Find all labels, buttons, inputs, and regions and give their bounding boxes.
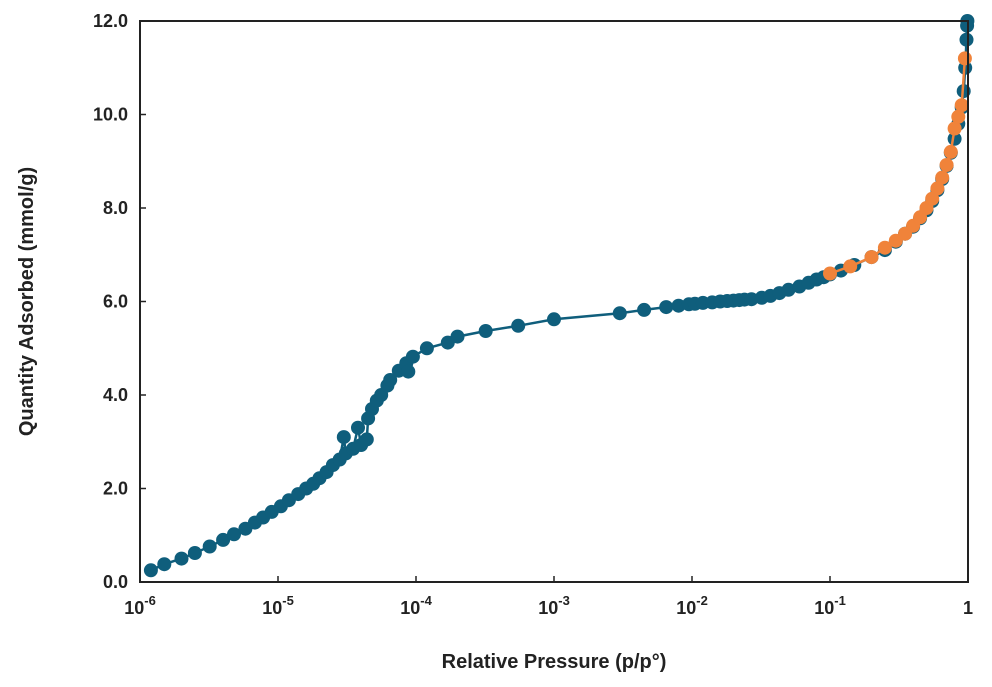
series-1-point bbox=[781, 282, 796, 297]
series-1-line bbox=[150, 20, 969, 572]
x-tick-base: 10 bbox=[814, 598, 834, 618]
series-1-point bbox=[511, 318, 526, 333]
y-axis-title: Quantity Adsorbed (mmol/g) bbox=[16, 167, 38, 436]
x-tick-exponent: -1 bbox=[834, 593, 846, 608]
series-1-point bbox=[174, 551, 189, 566]
x-tick-base: 10 bbox=[400, 598, 420, 618]
x-tick-exponent: -4 bbox=[420, 593, 432, 608]
series-layer bbox=[143, 14, 975, 578]
series-1-point bbox=[202, 539, 217, 554]
y-tick-label: 10.0 bbox=[93, 105, 128, 125]
x-tick-exponent: -3 bbox=[558, 593, 570, 608]
series-2-point bbox=[930, 181, 945, 196]
series-1-point bbox=[637, 302, 652, 317]
y-tick-label: 8.0 bbox=[103, 198, 128, 218]
series-1 bbox=[143, 14, 975, 578]
series-1-point bbox=[336, 430, 351, 445]
x-tick-label: 10-6 bbox=[124, 593, 156, 618]
series-1-point bbox=[383, 373, 398, 387]
x-axis-ticks: 10-6 10-5 10-4 10-3 10-2 10-1 1 bbox=[124, 576, 973, 618]
series-1-point bbox=[744, 292, 759, 307]
y-tick-label: 2.0 bbox=[103, 479, 128, 499]
series-1-point bbox=[187, 546, 202, 560]
x-tick-label: 10-4 bbox=[400, 593, 432, 618]
series-1-point bbox=[419, 341, 434, 356]
series-2-point bbox=[843, 259, 858, 274]
y-tick-label: 0.0 bbox=[103, 572, 128, 592]
series-1-point bbox=[478, 324, 493, 338]
y-tick-label: 12.0 bbox=[93, 11, 128, 31]
x-tick-base: 10 bbox=[538, 598, 558, 618]
x-tick-exponent: -6 bbox=[144, 593, 156, 608]
series-2-point bbox=[951, 109, 966, 124]
series-1-point bbox=[671, 298, 686, 313]
x-tick-base: 1 bbox=[963, 598, 973, 618]
series-1-point bbox=[547, 312, 561, 327]
y-tick-label: 6.0 bbox=[103, 292, 128, 312]
series-1-point bbox=[405, 349, 420, 364]
series-2-point bbox=[939, 158, 954, 172]
series-1-point bbox=[157, 557, 172, 572]
x-tick-base: 10 bbox=[676, 598, 696, 618]
x-tick-label: 10-2 bbox=[676, 593, 708, 618]
series-2 bbox=[823, 51, 972, 281]
series-2-point bbox=[823, 266, 837, 281]
series-1-point bbox=[359, 432, 374, 447]
series-1-point bbox=[401, 364, 416, 379]
x-tick-exponent: -5 bbox=[282, 593, 294, 608]
series-1-point bbox=[450, 329, 465, 344]
x-tick-base: 10 bbox=[124, 598, 144, 618]
series-1-point bbox=[216, 532, 231, 547]
series-2-point bbox=[877, 240, 892, 255]
series-1-point bbox=[659, 300, 674, 315]
x-tick-exponent: -2 bbox=[696, 593, 708, 608]
series-1-point bbox=[959, 32, 974, 47]
series-2-point bbox=[943, 144, 958, 159]
series-2-point bbox=[947, 121, 962, 136]
y-axis-ticks: 0.0 2.0 4.0 6.0 8.0 10.0 12.0 bbox=[93, 11, 146, 592]
series-1-point bbox=[612, 306, 627, 321]
plot-area-frame bbox=[139, 20, 969, 583]
x-tick-base: 10 bbox=[262, 598, 282, 618]
series-2-point bbox=[925, 191, 940, 206]
series-2-point bbox=[935, 170, 950, 185]
series-1-point bbox=[351, 420, 365, 435]
x-tick-label: 10-3 bbox=[538, 593, 570, 618]
series-2-point bbox=[957, 51, 972, 66]
x-tick-label: 1 bbox=[963, 598, 973, 618]
series-2-point bbox=[954, 98, 969, 113]
x-axis-title: Relative Pressure (p/p°) bbox=[442, 651, 667, 673]
x-tick-label: 10-1 bbox=[814, 593, 846, 618]
x-tick-label: 10-5 bbox=[262, 593, 294, 618]
y-tick-label: 4.0 bbox=[103, 385, 128, 405]
series-1-point bbox=[227, 527, 241, 542]
series-2-point bbox=[864, 250, 879, 265]
series-1-point bbox=[143, 563, 158, 578]
